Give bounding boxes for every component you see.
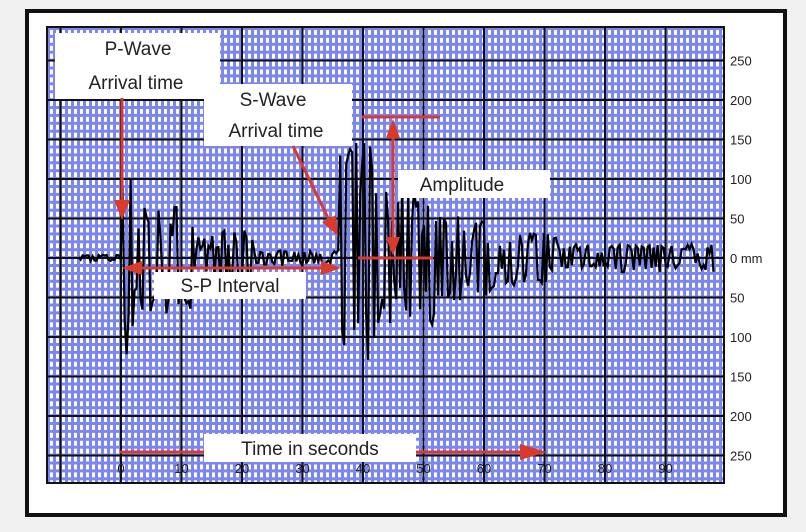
x-tick-label: 50 — [416, 461, 430, 476]
x-tick-label: 70 — [537, 461, 551, 476]
p-wave-label-box — [55, 33, 220, 99]
time-arrow — [120, 444, 547, 460]
s-wave-label-box — [204, 84, 352, 146]
y-tick-label: 250 — [730, 54, 752, 69]
y-tick-label: 200 — [730, 409, 752, 424]
sp-interval-label: S-P Interval — [181, 276, 280, 297]
major-grid — [47, 27, 724, 483]
s-wave-arrow — [291, 145, 338, 236]
y-tick-label: 50 — [730, 291, 744, 306]
x-tick-label: 60 — [477, 461, 491, 476]
s-wave-label-line2: Arrival time — [228, 121, 323, 142]
amplitude-label-box — [398, 170, 550, 198]
y-tick-label: 100 — [730, 330, 752, 345]
p-wave-label-line2: Arrival time — [88, 73, 183, 94]
time-label-box — [204, 434, 416, 462]
time-axis-label: Time in seconds — [241, 439, 379, 460]
x-tick-label: 80 — [598, 461, 612, 476]
y-tick-label: 200 — [730, 93, 752, 108]
x-tick-label: 40 — [356, 461, 370, 476]
s-wave-label-line1: S-Wave — [240, 90, 307, 111]
x-tick-label: 10 — [174, 461, 188, 476]
amplitude-arrow — [358, 115, 440, 260]
y-tick-label: 100 — [730, 172, 752, 187]
amplitude-label: Amplitude — [420, 175, 505, 196]
p-wave-label-line1: P-Wave — [105, 39, 172, 60]
sp-interval-label-box — [154, 272, 306, 299]
y-tick-label: 0 mm — [730, 251, 763, 266]
p-wave-arrow — [114, 98, 130, 220]
x-tick-label: 90 — [658, 461, 672, 476]
sp-interval-arrow — [122, 261, 341, 275]
y-tick-label: 250 — [730, 449, 752, 464]
x-tick-label: 30 — [295, 461, 309, 476]
y-tick-label: 50 — [730, 212, 744, 227]
y-tick-label: 150 — [730, 370, 752, 385]
x-tick-label: 20 — [235, 461, 249, 476]
x-tick-label: 0 — [117, 461, 124, 476]
y-tick-label: 150 — [730, 133, 752, 148]
